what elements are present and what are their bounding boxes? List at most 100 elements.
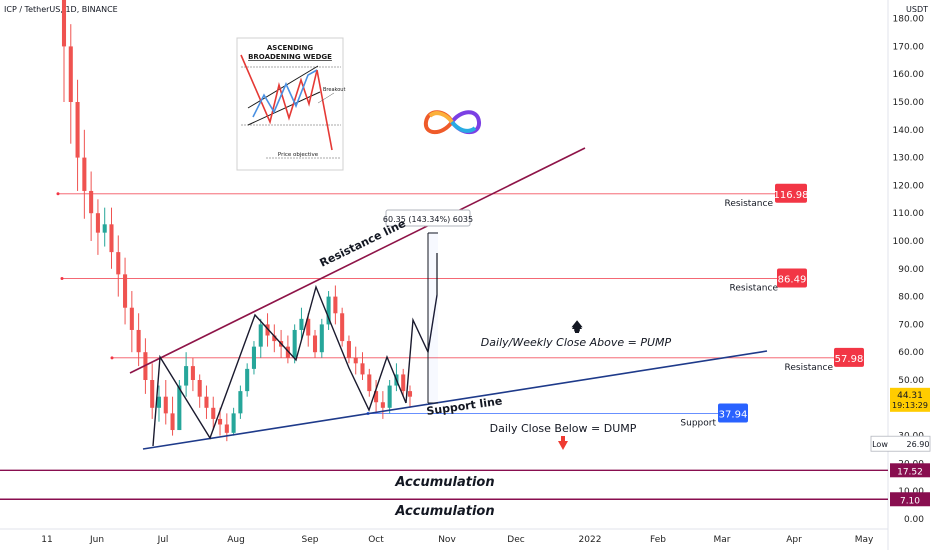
support-value-badge [718,403,748,423]
candle-bearish [346,341,351,358]
x-tick-label: Sep [302,535,319,545]
icp-logo-icon [423,110,481,135]
candle-bearish [75,102,80,158]
resistance-level-name: Resistance [725,199,774,209]
accumulation-label-upper: Accumulation [394,475,494,490]
candle-bullish [231,413,236,433]
y-tick-label: 50.00 [898,376,924,386]
support-trendline[interactable] [142,350,768,450]
dump-arrow-icon [558,436,568,450]
x-tick-label: Mar [714,535,731,545]
y-tick-label: 60.00 [898,348,924,358]
inset-title-line2: BROADENING WEDGE [248,53,332,61]
candle-bearish [109,224,114,253]
accumulation-zone [0,469,888,500]
accumulation-badge [890,492,930,507]
y-tick-label: 0.00 [904,515,924,525]
candle-bearish [224,424,229,433]
wedge-zigzag [152,284,407,447]
symbol-header: ICP / TetherUS, 1D, BINANCE [4,5,118,14]
resistance-level-name: Resistance [785,363,834,373]
y-tick-label: 130.00 [893,154,925,164]
candle-bearish [136,329,141,353]
candle-bearish [82,157,87,191]
current-price-value: 44.31 [897,391,923,401]
candle-bearish [68,46,73,102]
x-tick-label: 2022 [579,535,602,545]
y-tick-label: 150.00 [893,98,925,108]
resistance-level-name: Resistance [730,284,779,294]
candle-bullish [102,224,107,233]
x-tick-label: 11 [41,535,52,545]
candle-bullish [156,396,162,408]
measure-label: 60.35 (143.34%) 6035 [383,215,473,224]
candle-bearish [353,357,358,364]
level-anchor-dot [56,192,60,196]
low-marker-label: Low [872,440,888,449]
x-tick-label: May [855,535,874,545]
x-tick-label: Aug [227,535,245,545]
candle-bearish [374,391,379,403]
resistance-line-label: Resistance line [318,217,408,270]
x-axis-ticks: 11 Jun Jul Aug Sep Oct Nov Dec 2022 Feb Mar Apr May [41,535,874,545]
x-tick-label: Nov [438,535,456,545]
candle-bullish [245,368,250,392]
current-price-countdown: 19:13:29 [892,401,928,410]
candle-bearish [380,402,385,408]
candle-bearish [401,374,406,392]
dump-text: Daily Close Below = DUMP [490,422,637,435]
x-tick-label: Apr [786,535,802,545]
pump-text: Daily/Weekly Close Above = PUMP [481,336,672,349]
candle-bearish [333,296,338,314]
y-tick-label: 160.00 [893,70,925,80]
inset-price-objective: Price objective [278,152,319,158]
resistance-value-badge [775,183,807,203]
y-tick-label: 140.00 [893,126,925,136]
candle-bullish [299,318,304,330]
measure-tooltip [385,209,471,227]
candle-bearish [163,396,168,414]
candle-bearish [218,418,223,425]
y-tick-label: 110.00 [893,209,925,219]
candle-bullish [184,366,189,386]
candle-bullish [177,385,182,431]
pump-arrow-icon [572,321,582,333]
candle-bearish [123,274,128,308]
accumulation-badge-text: 7.10 [900,496,920,506]
candle-bearish [360,363,365,375]
candle-bullish [326,296,331,325]
currency-label: USDT [906,5,928,14]
candle-bearish [340,313,345,342]
candle-bearish [190,366,195,380]
y-tick-label: 70.00 [898,320,924,330]
accumulation-badge [890,463,930,478]
accumulation-label-lower: Accumulation [394,504,494,519]
level-value-text: 37.94 [719,410,748,421]
inset-title-line1: ASCENDING [267,44,314,52]
candle-bullish [258,324,263,347]
candle-bearish [367,374,372,392]
x-tick-label: Jul [157,535,169,545]
candle-bearish [285,346,290,358]
y-tick-label: 80.00 [898,293,924,303]
candle-bearish [150,380,155,408]
projected-path [405,294,438,404]
inset-breakout-label: Breakout [323,87,345,93]
x-tick-label: Feb [650,535,666,545]
candle-bearish [211,407,216,419]
resistance-trendline[interactable] [129,147,586,374]
candle-bearish [116,252,121,275]
candle-bullish [319,324,324,353]
y-tick-label: 100.00 [893,237,925,247]
resistance-value-badge [777,268,807,288]
candle-bearish [265,324,270,336]
candle-bearish [61,0,67,47]
candle-bearish [95,213,100,233]
y-tick-label: 10.00 [898,487,924,497]
candle-bullish [251,346,256,369]
y-tick-label: 180.00 [893,15,925,25]
resistance-value-badge [834,347,864,367]
